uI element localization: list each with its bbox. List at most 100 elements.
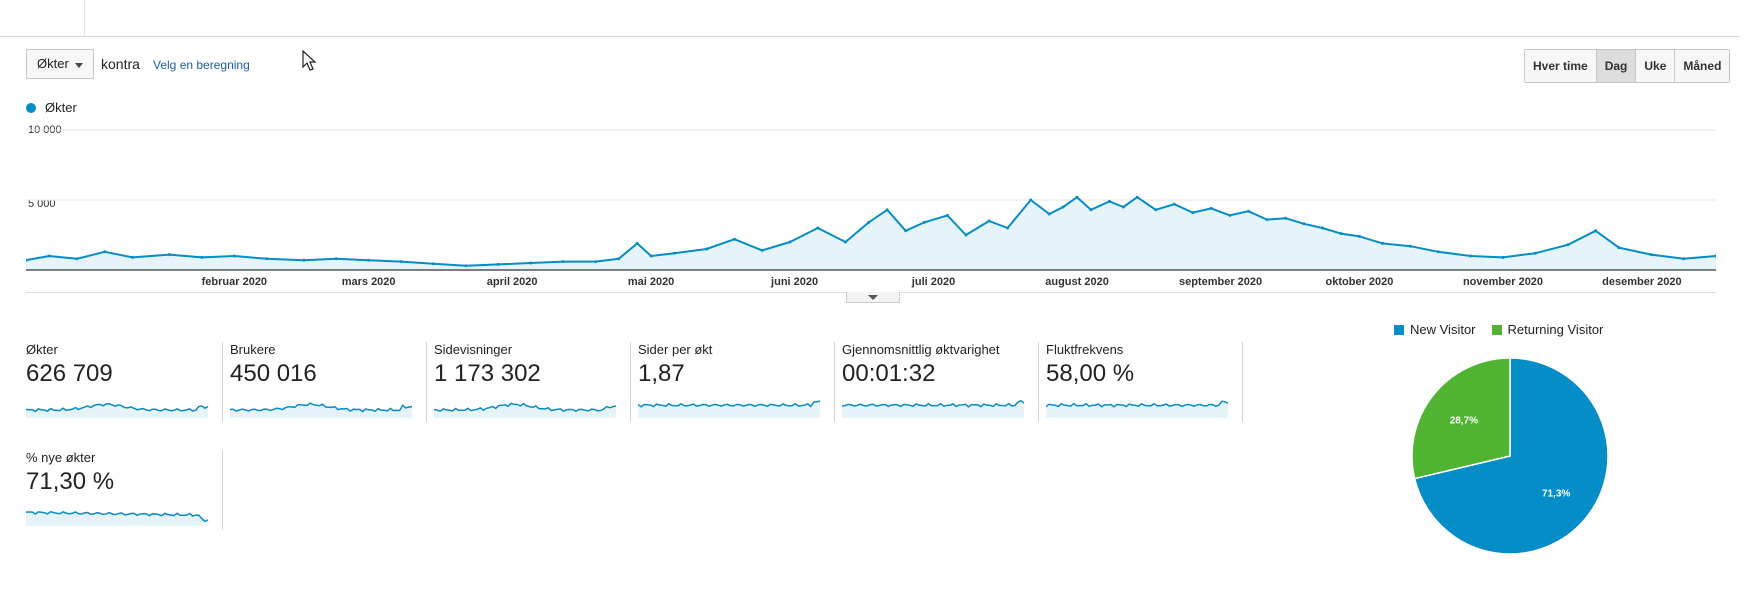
data-point[interactable] <box>635 241 639 245</box>
data-point[interactable] <box>844 240 848 244</box>
data-point[interactable] <box>594 260 598 264</box>
data-point[interactable] <box>75 257 79 261</box>
pie-legend-item[interactable]: Returning Visitor <box>1491 322 1603 337</box>
pie-slice[interactable] <box>1413 357 1609 555</box>
legend-swatch <box>1394 324 1404 335</box>
data-point[interactable] <box>1381 241 1385 245</box>
data-point[interactable] <box>367 258 371 262</box>
data-point[interactable] <box>1339 232 1343 236</box>
data-point[interactable] <box>1714 254 1717 258</box>
data-point[interactable] <box>431 262 435 266</box>
data-point[interactable] <box>1075 195 1079 199</box>
data-point[interactable] <box>529 261 533 265</box>
data-point[interactable] <box>867 220 871 224</box>
sparkline-line <box>842 399 1024 408</box>
metric-selector-dropdown[interactable]: Økter <box>26 49 94 79</box>
scorecard-bounce-rate[interactable]: Fluktfrekvens 58,00 % <box>1046 342 1243 422</box>
data-point[interactable] <box>168 253 172 257</box>
data-point[interactable] <box>1209 206 1213 210</box>
x-tick-label: november 2020 <box>1462 276 1544 288</box>
data-point[interactable] <box>1061 205 1065 209</box>
data-point[interactable] <box>399 260 403 264</box>
pie-slice[interactable] <box>1411 357 1511 480</box>
data-point[interactable] <box>334 257 338 261</box>
data-point[interactable] <box>464 264 468 268</box>
data-point[interactable] <box>945 213 949 217</box>
data-point[interactable] <box>1121 205 1125 209</box>
data-point[interactable] <box>1154 208 1158 212</box>
data-point[interactable] <box>103 250 107 254</box>
data-point[interactable] <box>1246 209 1250 213</box>
report-tab[interactable] <box>20 0 85 36</box>
choose-metric-link[interactable]: Velg en beregning <box>153 58 250 72</box>
data-point[interactable] <box>1089 208 1093 212</box>
data-point[interactable] <box>1682 257 1686 261</box>
data-point[interactable] <box>705 247 709 251</box>
data-point[interactable] <box>1594 229 1598 233</box>
data-point[interactable] <box>1107 199 1111 203</box>
data-point[interactable] <box>47 254 51 258</box>
data-point[interactable] <box>1501 255 1505 259</box>
period-day-button[interactable]: Dag <box>1595 50 1636 82</box>
scorecard-label: Sidevisninger <box>434 342 513 357</box>
data-point[interactable] <box>265 257 269 261</box>
sparkline-area <box>1046 401 1228 418</box>
data-point[interactable] <box>1649 253 1653 257</box>
chart-expand-toggle[interactable] <box>846 292 900 303</box>
data-point[interactable] <box>1047 212 1051 216</box>
scorecard-sessions[interactable]: Økter 626 709 <box>26 342 223 422</box>
data-point[interactable] <box>1135 195 1139 199</box>
scorecard-avg-session-duration[interactable]: Gjennomsnittlig øktvarighet 00:01:32 <box>842 342 1039 422</box>
data-point[interactable] <box>816 226 820 230</box>
data-point[interactable] <box>1172 202 1176 206</box>
data-point[interactable] <box>1228 213 1232 217</box>
data-point[interactable] <box>885 208 889 212</box>
data-point[interactable] <box>1265 218 1269 222</box>
data-point[interactable] <box>760 248 764 252</box>
x-tick-label: august 2020 <box>1045 276 1109 288</box>
data-point[interactable] <box>26 258 28 262</box>
data-point[interactable] <box>922 220 926 224</box>
data-point[interactable] <box>732 237 736 241</box>
visitor-type-pie-chart[interactable]: 71,3% 28,7% <box>1410 356 1610 556</box>
data-point[interactable] <box>1357 234 1361 238</box>
scorecard-new-sessions[interactable]: % nye økter 71,30 % <box>26 450 223 530</box>
data-point[interactable] <box>649 254 653 258</box>
data-point[interactable] <box>672 251 676 255</box>
data-point[interactable] <box>232 254 236 258</box>
data-point[interactable] <box>964 233 968 237</box>
sparkline-line <box>1046 400 1228 408</box>
scorecard-pages-per-session[interactable]: Sider per økt 1,87 <box>638 342 835 422</box>
data-point[interactable] <box>1566 243 1570 247</box>
data-point[interactable] <box>1436 250 1440 254</box>
data-point[interactable] <box>496 262 500 266</box>
data-point[interactable] <box>1283 216 1287 220</box>
pie-legend-item[interactable]: New Visitor <box>1394 322 1476 337</box>
data-point[interactable] <box>1006 226 1010 230</box>
data-point[interactable] <box>1617 246 1621 250</box>
sparkline-area <box>26 403 208 418</box>
data-point[interactable] <box>130 255 134 259</box>
data-point[interactable] <box>561 260 565 264</box>
period-hourly-button[interactable]: Hver time <box>1525 50 1596 82</box>
data-point[interactable] <box>1302 222 1306 226</box>
scorecard-value: 71,30 % <box>26 468 115 495</box>
data-point[interactable] <box>302 258 306 262</box>
data-point[interactable] <box>617 257 621 261</box>
data-point[interactable] <box>200 255 204 259</box>
period-week-button[interactable]: Uke <box>1635 50 1675 82</box>
data-point[interactable] <box>1533 251 1537 255</box>
scorecard-users[interactable]: Brukere 450 016 <box>230 342 427 422</box>
sessions-line-chart[interactable] <box>26 110 1716 282</box>
data-point[interactable] <box>1029 198 1033 202</box>
period-month-button[interactable]: Måned <box>1674 50 1730 82</box>
data-point[interactable] <box>1320 226 1324 230</box>
series-dot-icon <box>26 102 36 113</box>
data-point[interactable] <box>987 219 991 223</box>
data-point[interactable] <box>1191 211 1195 215</box>
data-point[interactable] <box>1408 244 1412 248</box>
data-point[interactable] <box>1469 254 1473 258</box>
data-point[interactable] <box>904 229 908 233</box>
data-point[interactable] <box>788 240 792 244</box>
scorecard-pageviews[interactable]: Sidevisninger 1 173 302 <box>434 342 631 422</box>
